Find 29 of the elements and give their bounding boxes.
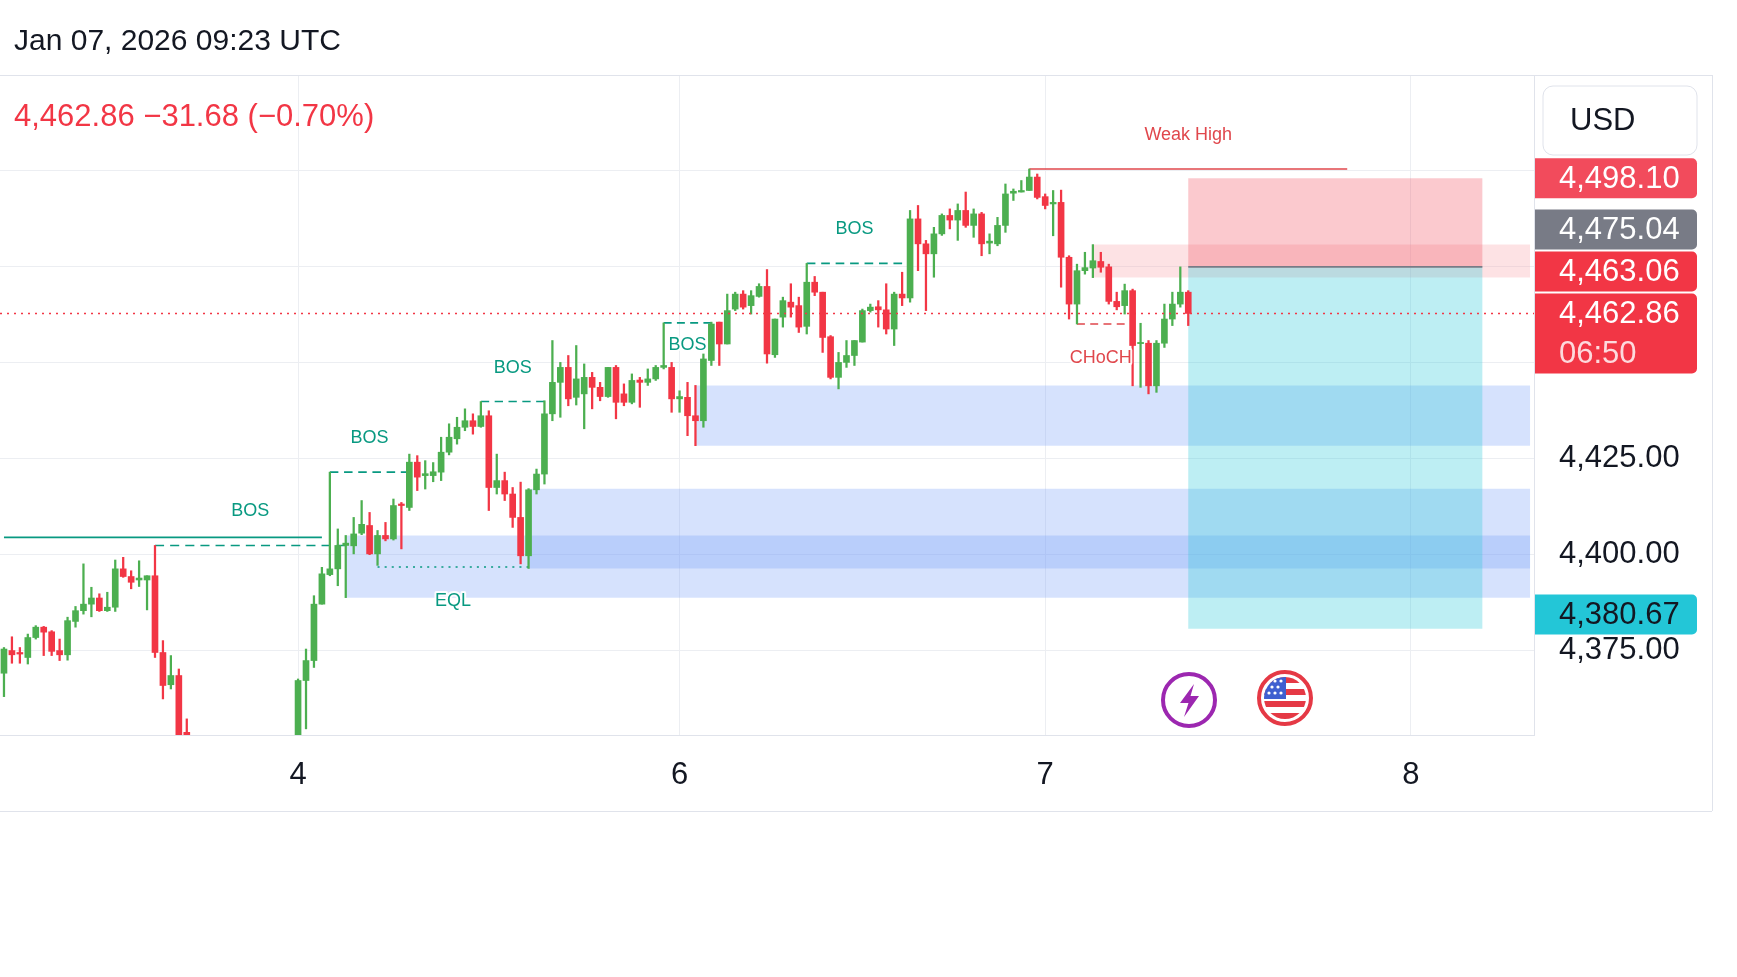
candlestick — [88, 586, 95, 618]
series-label: BOS — [493, 356, 532, 377]
y-tick-label: 4,400.00 — [1559, 535, 1680, 571]
series-label: BOS — [350, 427, 389, 448]
series-label: EQL — [435, 589, 472, 610]
text: 4,380.67 — [1559, 596, 1680, 632]
series-label: BOS — [231, 500, 270, 521]
series-label: BOS — [835, 218, 874, 239]
x-tick-label: 4 — [289, 756, 307, 792]
candlestick — [382, 522, 389, 542]
text: 06:50 — [1559, 334, 1637, 370]
text: 4,475.04 — [1559, 210, 1680, 246]
text: 4,462.86 −31.68 (−0.70%) — [14, 97, 375, 133]
x-tick-label: 7 — [1036, 756, 1054, 792]
candlestick — [676, 390, 683, 413]
series-label: Weak High — [1144, 123, 1233, 144]
candlestick — [1137, 322, 1144, 388]
chart-title: Jan 07, 2026 09:23 UTC — [14, 23, 341, 57]
x-tick-label: 6 — [670, 756, 689, 792]
text: 4,463.06 — [1559, 252, 1680, 288]
series-label: BOS — [668, 333, 707, 354]
ref-line-label: 4,462.86 — [1559, 294, 1680, 330]
x-tick-label: 8 — [1402, 756, 1420, 792]
series-label: CHoCH — [1069, 347, 1132, 367]
y-tick-label: 4,375.00 — [1559, 631, 1680, 667]
y-axis-title: USD — [1570, 102, 1636, 138]
text: 4,498.10 — [1559, 159, 1680, 195]
y-tick-label: 4,425.00 — [1559, 439, 1680, 475]
candlestick — [398, 502, 405, 550]
